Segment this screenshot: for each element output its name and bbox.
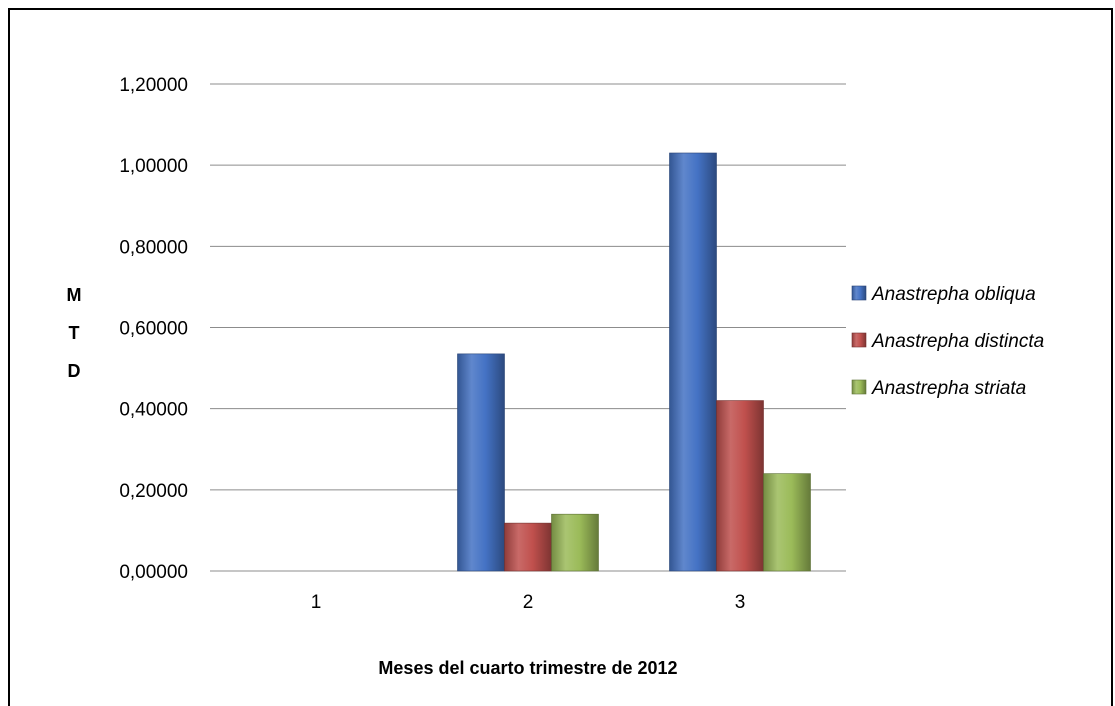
y-tick-label: 1,20000 xyxy=(119,75,188,96)
legend-label: Anastrepha distincta xyxy=(871,331,1044,352)
legend-swatch xyxy=(851,379,867,395)
bar-anastrepha-striata-2 xyxy=(551,513,599,572)
x-tick-label: 2 xyxy=(523,592,534,613)
legend-label: Anastrepha striata xyxy=(871,378,1026,399)
bar-anastrepha-obliqua-3 xyxy=(669,152,717,572)
chart-frame xyxy=(8,8,1113,706)
legend: Anastrepha obliqua Anastrepha distincta An… xyxy=(851,284,1044,399)
y-axis-title-letter-1: M xyxy=(67,285,82,305)
y-tick-label: 0,60000 xyxy=(119,319,188,340)
x-tick-label: 3 xyxy=(735,592,746,613)
gridlines xyxy=(210,83,846,572)
y-tick-label: 0,40000 xyxy=(119,400,188,421)
y-tick-labels: 0,00000 0,20000 0,40000 0,60000 0,80000 1,000… xyxy=(119,75,188,583)
y-tick-label: 0,00000 xyxy=(119,562,188,583)
legend-label: Anastrepha obliqua xyxy=(871,284,1036,305)
legend-swatch xyxy=(851,285,867,301)
bar-anastrepha-distincta-2 xyxy=(504,522,552,572)
y-tick-label: 1,00000 xyxy=(119,156,188,177)
x-tick-label: 1 xyxy=(311,592,322,613)
y-tick-label: 0,20000 xyxy=(119,481,188,502)
x-tick-labels: 1 2 3 xyxy=(311,592,746,613)
y-axis-title-letter-3: D xyxy=(68,361,81,381)
y-tick-label: 0,80000 xyxy=(119,237,188,258)
y-axis-title-letter-2: T xyxy=(69,323,80,343)
bar-anastrepha-striata-3 xyxy=(763,473,811,572)
legend-swatch xyxy=(851,332,867,348)
bar-anastrepha-distincta-3 xyxy=(716,400,764,572)
x-axis-title: Meses del cuarto trimestre de 2012 xyxy=(378,658,677,678)
bar-anastrepha-obliqua-2 xyxy=(457,353,505,572)
bars xyxy=(457,152,811,572)
